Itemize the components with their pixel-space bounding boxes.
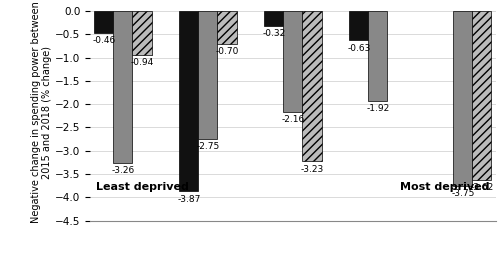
Bar — [454, 11, 472, 186]
Bar — [368, 11, 388, 101]
Text: Most deprived: Most deprived — [400, 182, 490, 192]
Bar — [132, 11, 152, 55]
Text: -0.32: -0.32 — [262, 29, 285, 38]
Text: -0.63: -0.63 — [347, 44, 370, 53]
Bar — [218, 11, 236, 44]
Text: Least deprived: Least deprived — [96, 182, 189, 192]
Text: -2.16: -2.16 — [282, 115, 304, 124]
Legend: Predominantly Rural, Predominantly Urban, Significantly rural: Predominantly Rural, Predominantly Urban… — [107, 267, 479, 269]
Text: -2.75: -2.75 — [196, 142, 220, 151]
Text: -3.87: -3.87 — [177, 194, 201, 204]
Text: -0.94: -0.94 — [130, 58, 154, 67]
Text: -3.62: -3.62 — [470, 183, 494, 192]
Bar — [302, 11, 322, 161]
Bar — [472, 11, 492, 180]
Bar — [264, 11, 283, 26]
Text: -3.75: -3.75 — [451, 189, 474, 198]
Text: -3.26: -3.26 — [112, 166, 134, 175]
Bar — [94, 11, 114, 33]
Bar — [284, 11, 302, 112]
Bar — [350, 11, 368, 40]
Bar — [114, 11, 132, 163]
Text: -0.70: -0.70 — [216, 47, 238, 56]
Bar — [198, 11, 218, 139]
Bar — [180, 11, 199, 191]
Y-axis label: Negative change in spending power between
2015 and 2018 (% change): Negative change in spending power betwee… — [30, 1, 52, 223]
Text: -1.92: -1.92 — [366, 104, 390, 113]
Text: -0.46: -0.46 — [92, 36, 116, 45]
Text: -3.23: -3.23 — [300, 165, 324, 174]
